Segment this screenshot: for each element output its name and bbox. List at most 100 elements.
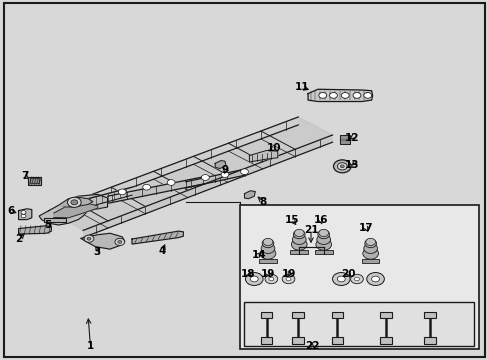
Text: 14: 14 xyxy=(251,249,266,260)
Circle shape xyxy=(282,274,294,284)
Text: 12: 12 xyxy=(344,132,359,143)
Text: 15: 15 xyxy=(285,215,299,225)
Text: 20: 20 xyxy=(340,269,355,279)
Circle shape xyxy=(341,93,348,98)
Bar xyxy=(239,205,478,349)
Circle shape xyxy=(365,238,375,246)
Circle shape xyxy=(262,239,273,248)
Polygon shape xyxy=(83,135,332,238)
Circle shape xyxy=(350,274,363,284)
Polygon shape xyxy=(19,209,32,220)
Bar xyxy=(331,337,343,344)
Bar xyxy=(260,312,272,318)
Bar xyxy=(259,259,276,263)
Circle shape xyxy=(363,243,377,253)
Circle shape xyxy=(115,238,124,246)
Polygon shape xyxy=(81,233,124,249)
Circle shape xyxy=(84,235,94,242)
Circle shape xyxy=(260,248,275,259)
Circle shape xyxy=(261,243,274,253)
Polygon shape xyxy=(249,150,277,162)
Circle shape xyxy=(67,197,81,207)
Circle shape xyxy=(362,248,378,259)
Bar xyxy=(292,337,304,344)
Circle shape xyxy=(21,214,26,218)
Bar xyxy=(380,337,391,344)
Circle shape xyxy=(71,200,78,205)
Circle shape xyxy=(329,93,337,98)
Circle shape xyxy=(87,237,91,240)
Circle shape xyxy=(315,239,331,250)
Polygon shape xyxy=(59,197,93,207)
Text: 10: 10 xyxy=(266,143,281,153)
Circle shape xyxy=(245,273,263,285)
Bar xyxy=(30,178,39,183)
Bar xyxy=(290,250,307,254)
Text: 4: 4 xyxy=(158,246,166,256)
Polygon shape xyxy=(19,226,51,234)
Polygon shape xyxy=(54,203,98,218)
Circle shape xyxy=(285,277,290,281)
Bar xyxy=(28,177,41,185)
Circle shape xyxy=(332,273,349,285)
Circle shape xyxy=(268,277,273,281)
Bar xyxy=(424,337,435,344)
Text: 17: 17 xyxy=(358,222,372,233)
Text: 19: 19 xyxy=(282,269,296,279)
Polygon shape xyxy=(49,117,332,230)
Polygon shape xyxy=(185,169,244,188)
Circle shape xyxy=(118,240,122,243)
Bar xyxy=(260,337,272,344)
Bar xyxy=(339,135,349,144)
Circle shape xyxy=(264,274,277,284)
Circle shape xyxy=(333,160,350,173)
Bar xyxy=(424,312,435,318)
Text: 19: 19 xyxy=(260,269,275,279)
Bar xyxy=(44,218,66,222)
Text: 16: 16 xyxy=(313,215,327,225)
Bar xyxy=(244,302,473,346)
Circle shape xyxy=(21,211,26,214)
Bar xyxy=(331,312,343,318)
Polygon shape xyxy=(88,187,132,207)
Bar xyxy=(292,312,304,318)
Text: 21: 21 xyxy=(303,225,318,235)
Polygon shape xyxy=(39,194,107,225)
Polygon shape xyxy=(132,231,183,244)
Text: 11: 11 xyxy=(294,82,309,93)
Text: 1: 1 xyxy=(87,341,94,351)
Bar xyxy=(380,312,391,318)
Circle shape xyxy=(352,93,360,98)
Circle shape xyxy=(142,184,150,190)
Circle shape xyxy=(250,276,258,282)
Circle shape xyxy=(317,230,329,239)
Text: 8: 8 xyxy=(259,197,266,207)
Circle shape xyxy=(318,229,328,237)
Text: 22: 22 xyxy=(304,341,319,351)
Bar xyxy=(361,259,379,263)
Circle shape xyxy=(291,239,306,250)
Circle shape xyxy=(318,93,326,98)
Bar xyxy=(314,250,332,254)
Polygon shape xyxy=(215,161,225,168)
Polygon shape xyxy=(49,117,298,219)
Circle shape xyxy=(167,180,175,185)
Circle shape xyxy=(337,276,345,282)
Circle shape xyxy=(316,234,330,244)
Circle shape xyxy=(240,169,248,175)
Text: 5: 5 xyxy=(44,220,51,230)
Circle shape xyxy=(354,277,359,281)
Text: 18: 18 xyxy=(241,269,255,279)
Circle shape xyxy=(363,93,371,98)
Circle shape xyxy=(340,165,344,168)
Circle shape xyxy=(364,239,376,248)
Circle shape xyxy=(366,273,384,285)
Text: 13: 13 xyxy=(344,160,359,170)
Text: 3: 3 xyxy=(93,247,100,257)
Circle shape xyxy=(263,238,272,246)
Circle shape xyxy=(292,234,305,244)
Circle shape xyxy=(294,229,304,237)
Polygon shape xyxy=(307,89,372,102)
Circle shape xyxy=(118,189,126,195)
Polygon shape xyxy=(107,176,205,203)
